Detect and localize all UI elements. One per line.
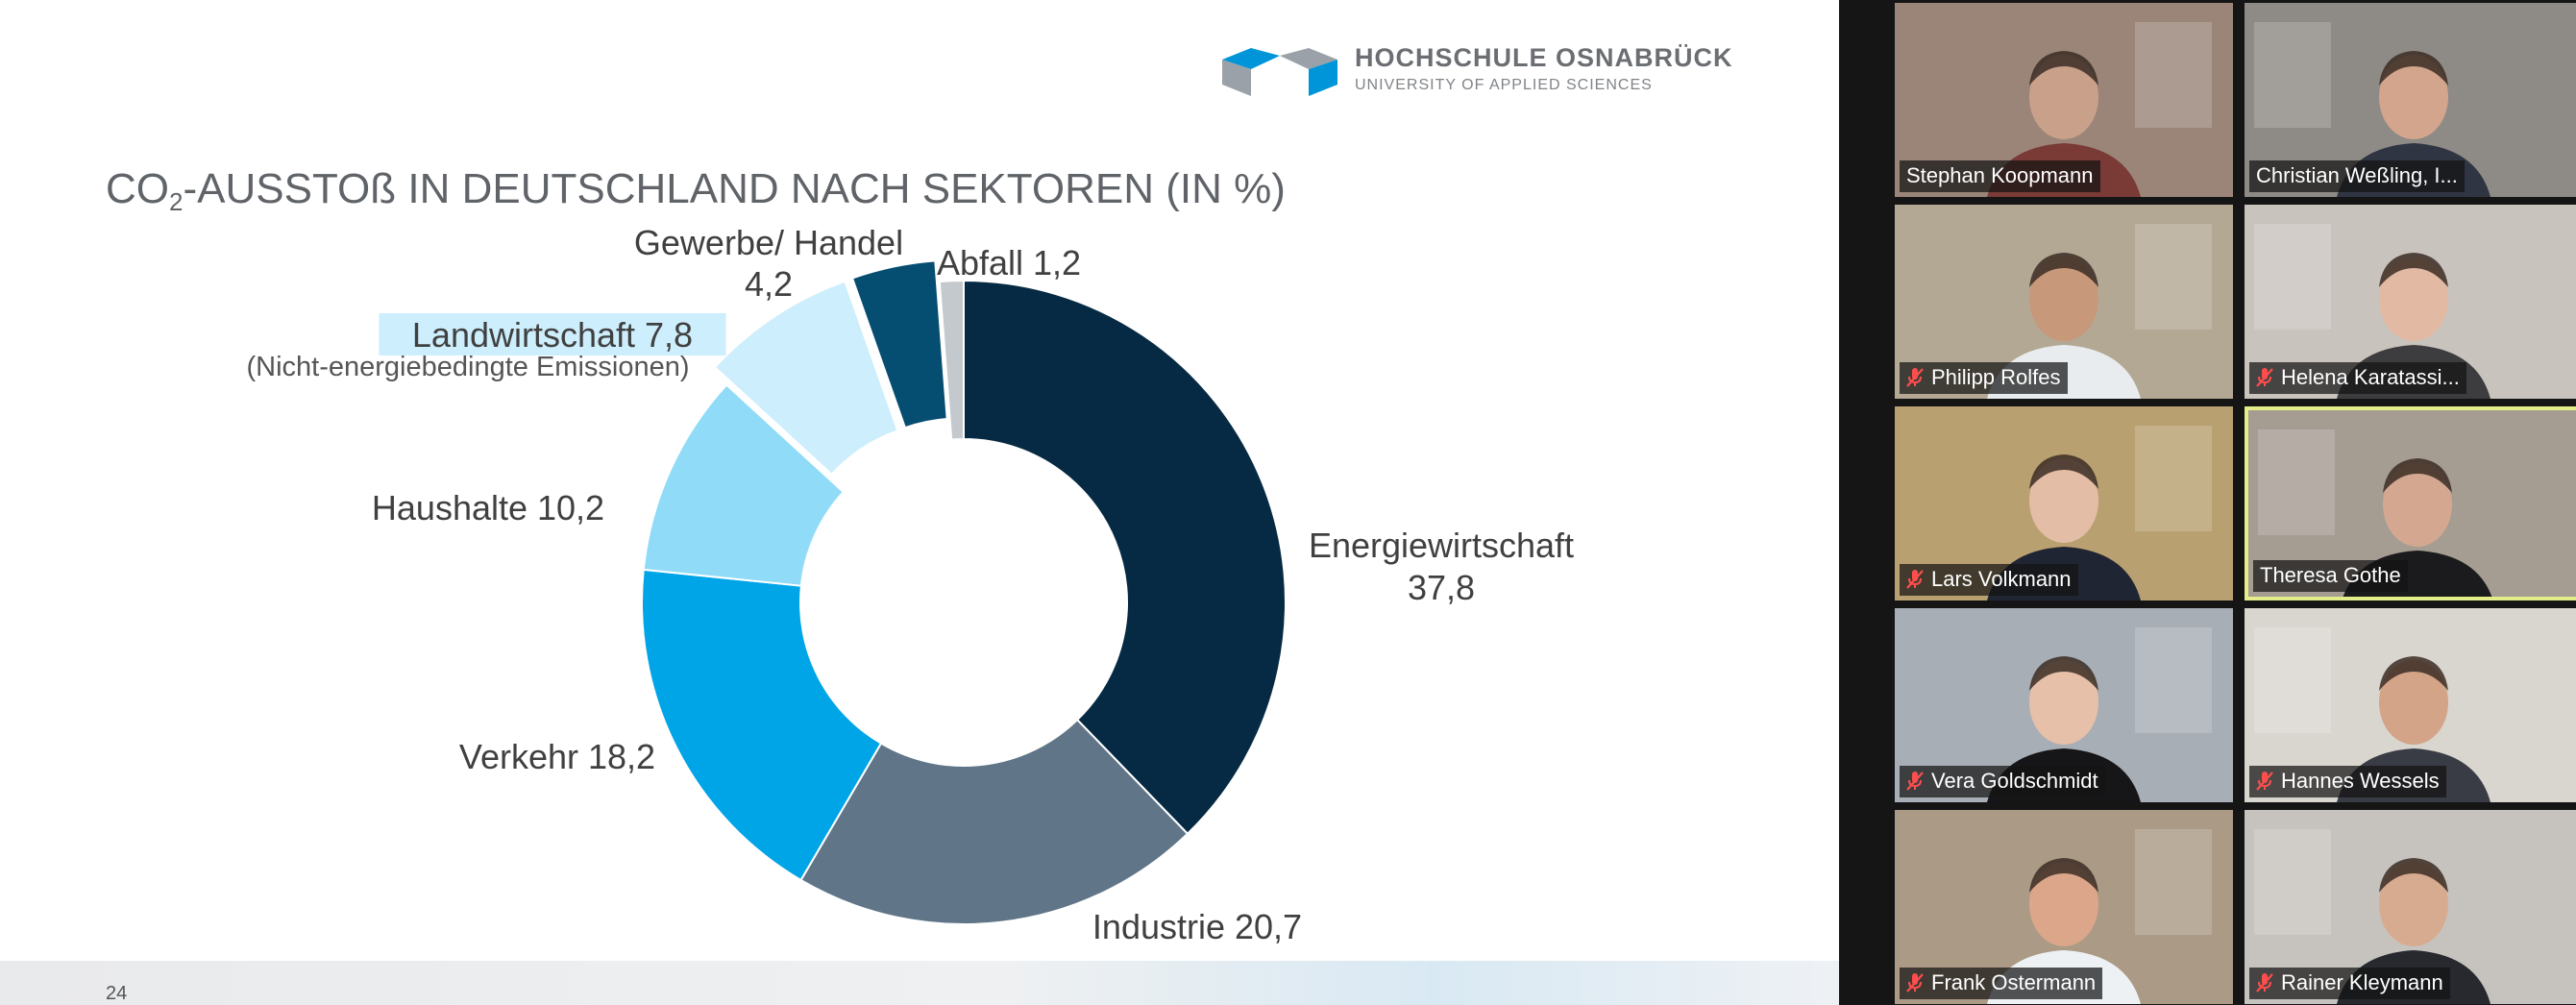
data-label-industrie: Industrie 20,7 (1092, 907, 1302, 946)
participant-video-tile[interactable]: Philipp Rolfes (1895, 205, 2233, 399)
slice-industrie (799, 718, 1190, 925)
label-highlight-landwirtschaft (379, 313, 726, 355)
slice-gewerbe-handel (850, 259, 948, 429)
slice-energiewirtschaft (963, 279, 1288, 836)
participant-video-tile[interactable]: Helena Karatassi... (2245, 205, 2576, 399)
slide-footer (0, 961, 1839, 1005)
participant-video-tile[interactable]: Rainer Kleymann (2245, 810, 2576, 1004)
title-subscript: 2 (169, 187, 184, 216)
slide-title: CO2-AUSSTOß IN DEUTSCHLAND NACH SEKTOREN… (106, 165, 1286, 217)
data-label-abfall: Abfall 1,2 (937, 243, 1081, 282)
participant-name-tag: Hannes Wessels (2249, 766, 2446, 797)
data-label-landwirtschaft: Landwirtschaft 7,8 (412, 315, 693, 355)
university-name: HOCHSCHULE OSNABRÜCK (1355, 43, 1733, 72)
title-rest: -AUSSTOß IN DEUTSCHLAND NACH SEKTOREN (I… (183, 165, 1286, 212)
participant-name-tag: Rainer Kleymann (2249, 968, 2450, 999)
title-main: CO (106, 165, 169, 212)
university-logo-icon (1222, 48, 1337, 96)
participant-video-tile[interactable]: Hannes Wessels (2245, 608, 2576, 802)
participant-name-tag: Stephan Koopmann (1900, 160, 2100, 192)
data-label-energiewirtschaft-value: 37,8 (1408, 568, 1475, 607)
slice-abfall (938, 279, 965, 441)
data-label-gewerbe-handel-name: Gewerbe/ Handel (634, 223, 903, 262)
participant-video-tile[interactable]: Vera Goldschmidt (1895, 608, 2233, 802)
presentation-slide: HOCHSCHULE OSNABRÜCK UNIVERSITY OF APPLI… (0, 0, 1839, 1005)
participant-name: Rainer Kleymann (2281, 970, 2443, 994)
data-label-note-landwirtschaft: (Nicht-energiebedingte Emissionen) (246, 352, 689, 382)
data-label-energiewirtschaft-name: Energiewirtschaft (1309, 526, 1574, 565)
data-label-gewerbe-handel-value: 4,2 (745, 264, 793, 304)
participant-name-tag: Theresa Gothe (2253, 560, 2408, 592)
slice-landwirtschaft (713, 280, 899, 477)
participant-name-tag: Frank Ostermann (1900, 968, 2103, 999)
participant-video-tile[interactable]: Theresa Gothe (2245, 406, 2576, 601)
slide-number: 24 (106, 983, 128, 1004)
slice-haushalte (642, 383, 846, 587)
participant-name: Frank Ostermann (1931, 970, 2097, 994)
university-subtitle: UNIVERSITY OF APPLIED SCIENCES (1355, 77, 1653, 93)
data-label-haushalte: Haushalte 10,2 (372, 488, 604, 527)
slice-verkehr (641, 568, 883, 882)
participant-name: Vera Goldschmidt (1931, 769, 2098, 793)
muted-microphone-icon (1906, 368, 1924, 387)
video-gallery: Stephan Koopmann Christian Weßling, I... P… (1839, 0, 2576, 1005)
muted-microphone-icon (1906, 772, 1924, 791)
participant-name: Theresa Gothe (2260, 563, 2401, 587)
muted-microphone-icon (2256, 973, 2273, 993)
participant-name: Christian Weßling, I... (2256, 163, 2458, 187)
participant-video-tile[interactable]: Stephan Koopmann (1895, 3, 2233, 197)
muted-microphone-icon (2256, 772, 2273, 791)
participant-name-tag: Philipp Rolfes (1900, 362, 2068, 394)
muted-microphone-icon (1906, 570, 1924, 589)
participant-video-tile[interactable]: Lars Volkmann (1895, 406, 2233, 601)
participant-name: Philipp Rolfes (1931, 365, 2061, 389)
participant-name-tag: Lars Volkmann (1900, 564, 2078, 596)
participant-name: Lars Volkmann (1931, 567, 2072, 591)
participant-name-tag: Christian Weßling, I... (2249, 160, 2465, 192)
muted-microphone-icon (2256, 368, 2273, 387)
data-label-verkehr: Verkehr 18,2 (459, 737, 655, 776)
muted-microphone-icon (1906, 973, 1924, 993)
participant-name-tag: Helena Karatassi... (2249, 362, 2466, 394)
participant-name: Helena Karatassi... (2281, 365, 2460, 389)
participant-name-tag: Vera Goldschmidt (1900, 766, 2105, 797)
participant-name: Hannes Wessels (2281, 769, 2440, 793)
participant-video-tile[interactable]: Christian Weßling, I... (2245, 3, 2576, 197)
participant-name: Stephan Koopmann (1906, 163, 2094, 187)
participant-video-tile[interactable]: Frank Ostermann (1895, 810, 2233, 1004)
